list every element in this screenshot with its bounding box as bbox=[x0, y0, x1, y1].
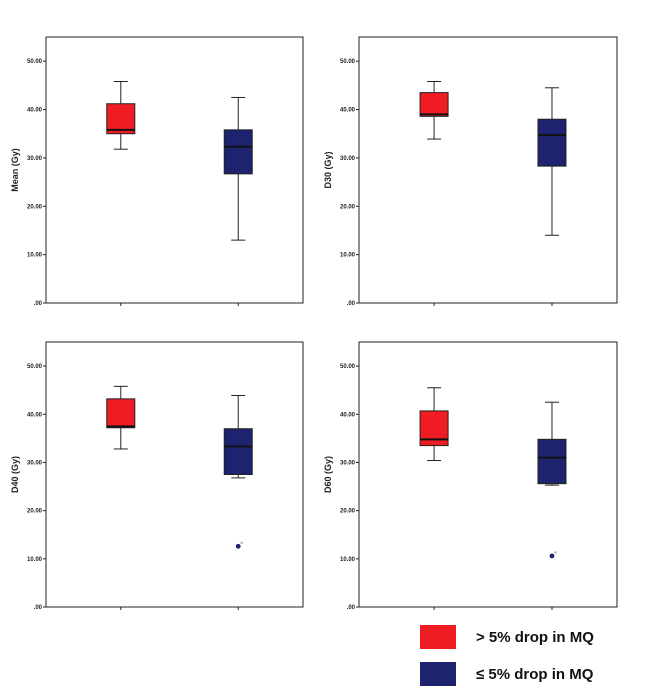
outlier-marker bbox=[554, 551, 557, 554]
panel-2: .00 10.00 20.00 30.00 40.00 50.00 D30 (Gy) bbox=[323, 36, 618, 307]
box-group-low-drop bbox=[537, 87, 567, 306]
y-tick-label: 40.00 bbox=[27, 412, 43, 418]
y-tick-label: 20.00 bbox=[340, 204, 356, 210]
y-tick-label: 20.00 bbox=[340, 509, 356, 515]
outlier-point bbox=[549, 553, 555, 559]
y-axis-title: D40 (Gy) bbox=[10, 456, 20, 493]
plot-frame bbox=[45, 36, 304, 304]
panel-1: .00 10.00 20.00 30.00 40.00 50.00 Mean (Gy) bbox=[10, 36, 304, 307]
box-group-high-drop bbox=[419, 80, 449, 306]
y-tick-label: 20.00 bbox=[27, 509, 43, 515]
y-tick-label: 30.00 bbox=[27, 460, 43, 466]
legend-item-low-drop: ≤ 5% drop in MQ bbox=[420, 658, 593, 690]
panel-4: .00 10.00 20.00 30.00 40.00 50.00 D60 (Gy) bbox=[323, 341, 618, 611]
iqr-box bbox=[537, 118, 567, 167]
box-group-high-drop bbox=[419, 387, 449, 610]
outlier-point bbox=[235, 543, 241, 549]
iqr-box bbox=[419, 92, 449, 117]
y-axis-title: D60 (Gy) bbox=[323, 456, 333, 493]
y-tick-label: 40.00 bbox=[340, 108, 356, 114]
iqr-box bbox=[106, 398, 136, 429]
legend-label-high-drop: > 5% drop in MQ bbox=[476, 628, 594, 646]
y-tick-label: 50.00 bbox=[340, 59, 356, 65]
box-group-low-drop bbox=[223, 96, 253, 306]
box-group-high-drop bbox=[106, 385, 136, 610]
box-group-low-drop bbox=[223, 394, 253, 610]
y-tick-label: 50.00 bbox=[340, 364, 356, 370]
box-group-high-drop bbox=[106, 80, 136, 306]
plot-frame bbox=[358, 36, 618, 304]
y-tick-label: .00 bbox=[34, 605, 43, 611]
y-tick-label: 50.00 bbox=[27, 59, 43, 65]
y-tick-label: 30.00 bbox=[340, 460, 356, 466]
y-tick-label: 50.00 bbox=[27, 364, 43, 370]
y-axis-title: Mean (Gy) bbox=[10, 148, 20, 192]
y-tick-label: 10.00 bbox=[340, 253, 356, 259]
iqr-box bbox=[419, 410, 449, 447]
outlier-marker bbox=[240, 541, 244, 545]
box-group-low-drop bbox=[537, 401, 567, 610]
iqr-box bbox=[106, 103, 136, 135]
y-tick-label: 30.00 bbox=[27, 156, 43, 162]
legend-swatch-low-drop bbox=[420, 662, 456, 686]
y-tick-label: .00 bbox=[347, 301, 356, 307]
y-tick-label: 30.00 bbox=[340, 156, 356, 162]
legend-swatch-high-drop bbox=[420, 625, 456, 649]
y-tick-label: 40.00 bbox=[27, 108, 43, 114]
y-tick-label: 10.00 bbox=[340, 557, 356, 563]
panel-3: .00 10.00 20.00 30.00 40.00 50.00 D40 (Gy) bbox=[10, 341, 304, 611]
iqr-box bbox=[223, 129, 253, 175]
y-tick-label: 10.00 bbox=[27, 253, 43, 259]
y-axis-title: D30 (Gy) bbox=[323, 151, 333, 188]
y-tick-label: 20.00 bbox=[27, 204, 43, 210]
y-tick-label: 40.00 bbox=[340, 412, 356, 418]
legend-item-high-drop: > 5% drop in MQ bbox=[420, 621, 594, 653]
y-tick-label: .00 bbox=[34, 301, 43, 307]
y-tick-label: 10.00 bbox=[27, 557, 43, 563]
plot-frame bbox=[358, 341, 618, 608]
iqr-box bbox=[223, 428, 253, 475]
iqr-box bbox=[537, 438, 567, 485]
y-tick-label: .00 bbox=[347, 605, 356, 611]
legend-label-low-drop: ≤ 5% drop in MQ bbox=[476, 665, 594, 683]
plot-frame bbox=[45, 341, 304, 608]
